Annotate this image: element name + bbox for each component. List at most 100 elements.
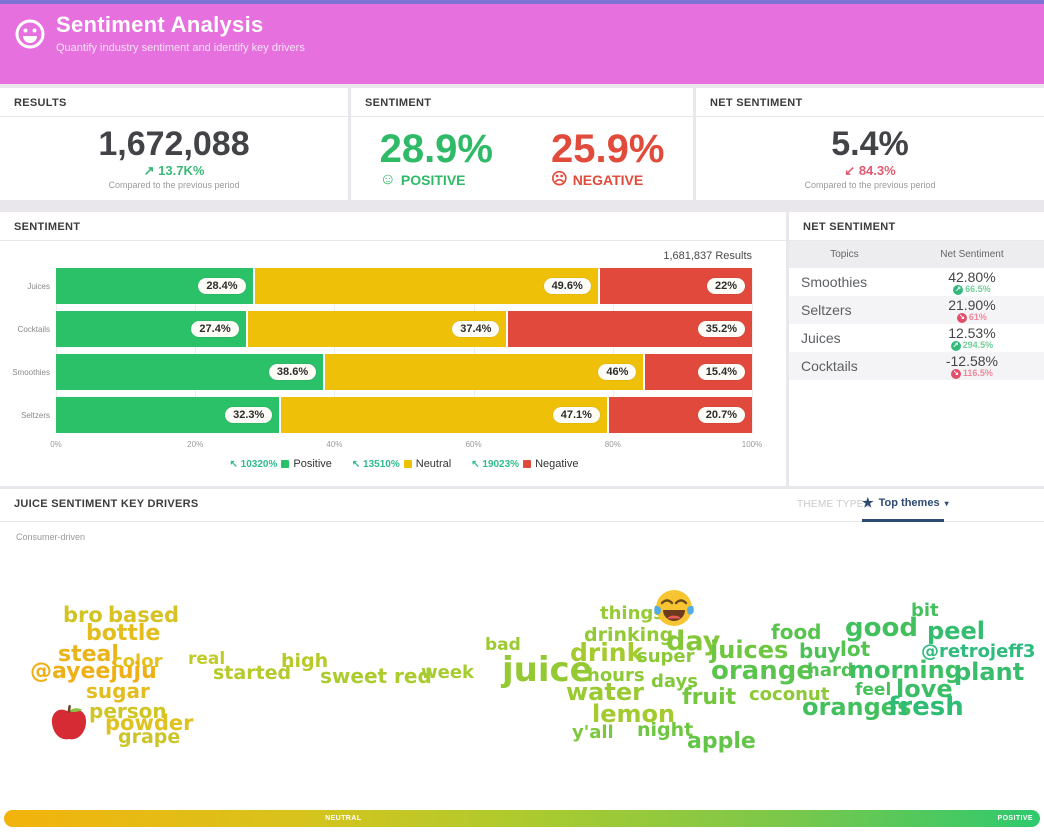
results-change: ↗ 13.7K% xyxy=(143,163,205,179)
legend-label: Negative xyxy=(535,458,579,470)
negative-value: 25.9% xyxy=(551,127,665,171)
bar-segment-negative[interactable]: 15.4% xyxy=(645,354,752,390)
legend-item-positive[interactable]: ↖ 10320% Positive xyxy=(230,458,332,470)
cloud-word[interactable]: peel xyxy=(927,617,985,645)
value-pill: 27.4% xyxy=(191,321,239,337)
cloud-word[interactable]: night xyxy=(637,719,694,741)
cloud-word[interactable]: real xyxy=(188,649,226,669)
cloud-word[interactable]: bit xyxy=(911,600,939,621)
legend-label: Neutral xyxy=(415,458,452,470)
cloud-word[interactable]: oranges xyxy=(802,693,912,721)
cloud-word[interactable]: juices xyxy=(710,636,789,664)
cloud-word[interactable]: hard xyxy=(807,660,854,681)
column-topics[interactable]: Topics xyxy=(830,249,859,260)
cloud-word[interactable]: drinking xyxy=(584,624,674,646)
cloud-word[interactable]: water xyxy=(566,678,644,706)
cloud-word[interactable]: steal xyxy=(58,642,119,667)
cloud-word[interactable]: lot xyxy=(840,637,871,661)
category-label: Seltzers xyxy=(21,410,50,420)
cloud-word[interactable]: hours xyxy=(587,665,645,686)
bar-segment-neutral[interactable]: 47.1% xyxy=(281,397,607,433)
bar-segment-neutral[interactable]: 37.4% xyxy=(247,311,507,347)
topic-cell: Smoothies xyxy=(801,274,868,290)
cloud-word[interactable]: orange xyxy=(711,656,814,686)
cloud-word[interactable]: person xyxy=(89,699,167,723)
bar-segment-negative[interactable]: 20.7% xyxy=(608,397,752,433)
cloud-word[interactable]: juice xyxy=(502,650,593,690)
cloud-word[interactable]: bro xyxy=(63,603,103,627)
cloud-word[interactable]: days xyxy=(651,671,698,692)
x-tick: 0% xyxy=(50,440,62,449)
trend-up-icon: ↗ xyxy=(143,163,155,179)
column-net-sentiment[interactable]: Net Sentiment xyxy=(940,249,1004,260)
sentiment-card-title: SENTIMENT xyxy=(351,88,693,117)
cloud-word[interactable]: fresh xyxy=(888,692,964,722)
cloud-word[interactable]: lemon xyxy=(592,700,676,728)
smiley-icon xyxy=(15,19,45,49)
theme-selector-dropdown[interactable]: ★ Top themes ▾ xyxy=(862,495,949,511)
bar-segment-positive[interactable]: 32.3% xyxy=(56,397,280,433)
cloud-word[interactable]: things xyxy=(600,603,665,624)
cloud-word[interactable]: bad xyxy=(485,635,521,655)
positive-label: POSITIVE xyxy=(400,172,466,188)
laughing-emoji[interactable] xyxy=(652,586,696,630)
bar-segment-negative[interactable]: 35.2% xyxy=(508,311,752,347)
table-header: Topics Net Sentiment xyxy=(789,241,1044,268)
cloud-word[interactable]: fruit xyxy=(682,685,737,710)
x-tick: 80% xyxy=(604,440,621,449)
cloud-word[interactable]: morning xyxy=(849,656,962,684)
apple-emoji[interactable] xyxy=(47,700,91,744)
cloud-word[interactable]: started xyxy=(213,662,292,684)
legend-item-neutral[interactable]: ↖ 13510% Neutral xyxy=(352,458,451,470)
table-row-juices[interactable]: Juices 12.53% ↗ 294.5% xyxy=(789,324,1044,352)
cloud-word[interactable]: sugar xyxy=(86,679,150,703)
cloud-word[interactable]: drink xyxy=(570,638,644,667)
cloud-word[interactable]: super xyxy=(637,646,695,667)
bar-segment-neutral[interactable]: 46% xyxy=(325,354,644,390)
net-sentiment-caption: Compared to the previous period xyxy=(804,180,936,191)
cloud-word[interactable]: week xyxy=(421,662,475,683)
cloud-word[interactable]: sweet red xyxy=(320,664,432,688)
cloud-word[interactable]: bottle xyxy=(86,621,161,646)
bar-segment-negative[interactable]: 22% xyxy=(599,268,752,304)
cloud-word[interactable]: @retrojeff3 xyxy=(921,641,1036,662)
cloud-word[interactable]: apple xyxy=(687,729,756,754)
cloud-word[interactable]: powder xyxy=(105,711,194,735)
table-row-seltzers[interactable]: Seltzers 21.90% ↘ 61% xyxy=(789,296,1044,324)
bar-segment-positive[interactable]: 28.4% xyxy=(56,268,253,304)
bar-segment-neutral[interactable]: 49.6% xyxy=(254,268,598,304)
positive-block: 28.9% ☺ POSITIVE xyxy=(380,129,493,188)
value-pill: 38.6% xyxy=(268,364,317,380)
cloud-word[interactable]: good xyxy=(845,613,918,643)
results-count: 1,681,837 Results xyxy=(663,250,752,262)
cloud-word[interactable]: @ayeejuju xyxy=(30,659,157,684)
cloud-word[interactable]: coconut xyxy=(749,684,830,705)
stacked-bar-chart: Juices 28.4% 49.6% 22% Cocktails 27.4% 37.4% 35… xyxy=(0,268,786,470)
net-sentiment-card-title: NET SENTIMENT xyxy=(696,88,1044,117)
legend-change: ↖ 10320% xyxy=(229,458,278,470)
cloud-word[interactable]: feel xyxy=(855,680,892,700)
bar-segment-positive[interactable]: 38.6% xyxy=(56,354,324,390)
cloud-word[interactable]: based xyxy=(108,603,179,627)
page-subtitle: Quantify industry sentiment and identify… xyxy=(56,42,305,54)
value-pill: 47.1% xyxy=(552,407,600,423)
cloud-word[interactable]: day xyxy=(666,626,721,657)
cloud-word[interactable]: plant xyxy=(954,658,1025,686)
scale-positive-label: POSITIVE xyxy=(997,815,1033,822)
cloud-word[interactable]: y'all xyxy=(572,722,614,743)
legend-item-negative[interactable]: ↖ 19023% Negative xyxy=(471,458,578,470)
positive-value: 28.9% xyxy=(379,127,493,171)
cloud-word[interactable]: color xyxy=(112,651,163,672)
cloud-word[interactable]: love xyxy=(896,675,953,703)
cloud-word[interactable]: food xyxy=(771,620,822,644)
value-pill: 46% xyxy=(598,364,637,380)
cloud-word[interactable]: grape xyxy=(118,726,181,748)
table-row-cocktails[interactable]: Cocktails -12.58% ↘ 116.5% xyxy=(789,352,1044,380)
cloud-word[interactable]: high xyxy=(281,650,329,672)
negative-label: NEGATIVE xyxy=(572,172,644,188)
cloud-word[interactable]: buy xyxy=(799,639,841,663)
bar-segment-positive[interactable]: 27.4% xyxy=(56,311,246,347)
top-accent-strip xyxy=(0,0,1044,4)
table-row-smoothies[interactable]: Smoothies 42.80% ↗ 66.5% xyxy=(789,268,1044,296)
table-body: Smoothies 42.80% ↗ 66.5% Seltzers 21.90% ↘ 61% J… xyxy=(789,268,1044,380)
